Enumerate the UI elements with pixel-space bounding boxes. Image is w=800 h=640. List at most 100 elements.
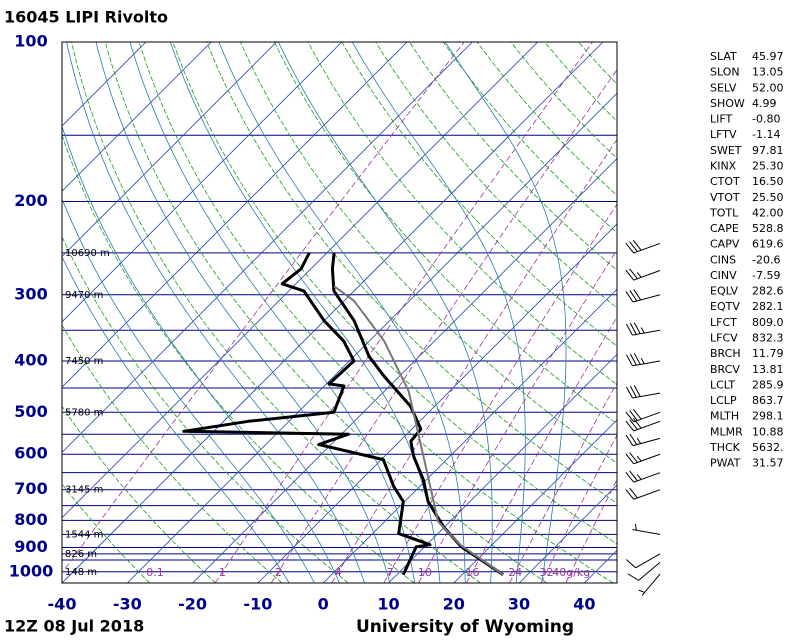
y-tick-label: 400 [14, 350, 47, 369]
profile-line [182, 252, 432, 576]
index-value: -20.6 [752, 253, 780, 266]
mixing-ratio-label: 16 [465, 566, 479, 579]
chart-title: 16045 LIPI Rivolto [4, 8, 168, 27]
wind-barb [632, 523, 661, 535]
footer-date: 12Z 08 Jul 2018 [4, 617, 144, 636]
height-label: 826 m [65, 549, 97, 560]
index-name: LFCV [710, 332, 738, 345]
index-value: 25.50 [752, 191, 784, 204]
isotherm [518, 484, 617, 583]
isotherm [62, 42, 538, 519]
index-value: 4.99 [752, 97, 777, 110]
mixing-ratio-label: 1 [219, 566, 226, 579]
index-value: 42.00 [752, 206, 784, 219]
height-label: 7450 m [65, 356, 103, 367]
x-tick-label: 40 [573, 595, 595, 614]
wind-barb [625, 452, 661, 465]
moist-adiabat [351, 42, 526, 583]
x-tick-label: 10 [377, 595, 399, 614]
index-name: LFCT [710, 316, 737, 329]
index-value: 31.57 [752, 457, 784, 470]
isotherm [127, 92, 617, 583]
dry-adiabat [375, 42, 617, 309]
mixing-ratio-label: 7 [387, 566, 394, 579]
index-name: CAPV [710, 238, 740, 251]
y-tick-label: 700 [14, 479, 47, 498]
wind-barb [638, 573, 661, 596]
index-name: PWAT [710, 457, 741, 470]
index-value: 52.00 [752, 81, 784, 94]
plot-area [62, 42, 617, 583]
isotherm [62, 42, 408, 388]
index-value: 298.1 [752, 410, 784, 423]
index-value: 832.3 [752, 332, 784, 345]
index-name: MLTH [710, 410, 739, 423]
x-tick-label: 0 [318, 595, 329, 614]
index-value: 10.88 [752, 425, 784, 438]
index-name: EQTV [710, 300, 740, 313]
index-value: 16.50 [752, 175, 784, 188]
parcel-line [333, 285, 504, 576]
isotherm [322, 288, 617, 583]
wind-barb [625, 268, 661, 281]
index-name: CINS [710, 253, 736, 266]
isotherm [62, 42, 343, 323]
index-name: EQLV [710, 285, 739, 298]
moist-adiabat [129, 42, 416, 583]
height-label: 9470 m [65, 290, 103, 301]
isotherm [62, 42, 212, 192]
index-name: SWET [710, 144, 742, 157]
isotherm [62, 42, 604, 583]
index-name: CAPE [710, 222, 739, 235]
dry-adiabat [104, 42, 548, 583]
mixing-ratio-label: 2 [275, 566, 282, 579]
index-name: LCLP [710, 394, 737, 407]
mixing-ratio-line [540, 434, 617, 583]
isotherm [453, 419, 617, 583]
index-value: 285.9 [752, 378, 784, 391]
dry-adiabat [62, 133, 415, 583]
index-value: 97.81 [752, 144, 784, 157]
index-name: LCLT [710, 378, 735, 391]
mixing-ratio-line [270, 69, 617, 583]
index-name: LIFT [710, 113, 733, 126]
moist-adiabat [62, 256, 290, 583]
index-value: 11.79 [752, 347, 784, 360]
index-name: BRCH [710, 347, 741, 360]
height-label: 10690 m [65, 248, 110, 259]
mixing-ratio-label: 10 [418, 566, 432, 579]
index-value: 25.30 [752, 159, 784, 172]
index-name: BRCV [710, 363, 740, 376]
wind-barb [625, 240, 661, 254]
index-value: 5632. [752, 441, 784, 454]
wind-barb [625, 353, 661, 367]
index-value: -1.14 [752, 128, 780, 141]
index-value: -7.59 [752, 269, 780, 282]
wind-barb [625, 385, 661, 399]
x-tick-label: -30 [113, 595, 142, 614]
y-tick-label: 800 [14, 510, 47, 529]
x-tick-label: 20 [443, 595, 465, 614]
moist-adiabat [218, 42, 466, 583]
moist-adiabat [95, 42, 391, 583]
dry-adiabat [172, 42, 617, 545]
wind-barb [625, 322, 661, 336]
y-tick-label: 300 [14, 284, 47, 303]
mixing-ratio-label: 32 [540, 566, 554, 579]
mixing-ratio-line [383, 203, 617, 583]
y-tick-label: 200 [14, 191, 47, 210]
footer-credit: University of Wyoming [356, 617, 574, 637]
wind-barb [625, 289, 661, 303]
index-value: 13.81 [752, 363, 784, 376]
mixing-ratio-line [331, 138, 617, 583]
plot-frame [61, 41, 618, 584]
y-tick-label: 900 [14, 537, 47, 556]
mixing-ratio-line [62, 42, 465, 574]
index-value: -0.80 [752, 113, 780, 126]
index-name: MLMR [710, 425, 743, 438]
mixing-ratio-line [214, 42, 593, 583]
wind-barb [625, 487, 661, 500]
mixing-ratio-line [565, 478, 617, 583]
index-value: 282.6 [752, 285, 784, 298]
moist-adiabat [66, 42, 365, 583]
